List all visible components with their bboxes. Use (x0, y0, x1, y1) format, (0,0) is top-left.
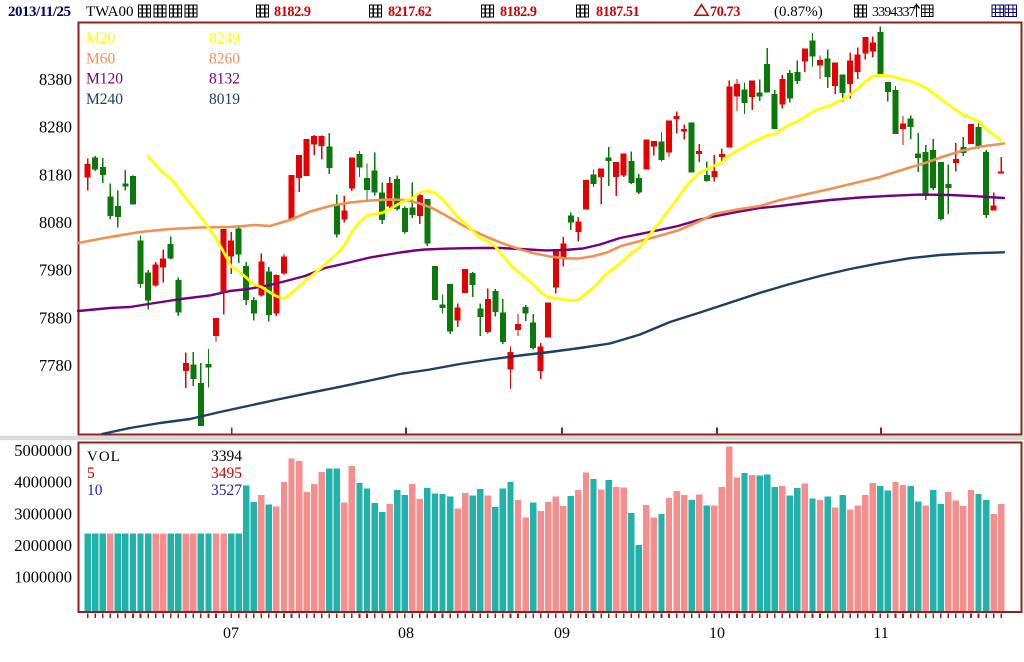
svg-text:70.73: 70.73 (710, 4, 740, 20)
svg-text:VOL: VOL (87, 449, 121, 465)
svg-text:8187.51: 8187.51 (596, 4, 640, 20)
svg-text:3495: 3495 (211, 465, 242, 482)
svg-text:5000000: 5000000 (14, 441, 72, 460)
svg-text:3527: 3527 (211, 482, 242, 499)
svg-text:8217.62: 8217.62 (388, 4, 432, 20)
svg-text:7880: 7880 (39, 308, 72, 327)
svg-text:7780: 7780 (39, 356, 72, 375)
svg-text:(0.87%): (0.87%) (774, 4, 823, 20)
svg-text:5: 5 (87, 465, 95, 482)
svg-text:07: 07 (223, 625, 239, 642)
svg-text:8260: 8260 (209, 50, 240, 67)
svg-text:8019: 8019 (209, 91, 240, 108)
svg-text:08: 08 (398, 625, 414, 642)
svg-text:10: 10 (87, 482, 103, 499)
svg-text:M240: M240 (86, 91, 123, 108)
svg-text:3394337: 3394337 (872, 5, 916, 20)
svg-text:8182.9: 8182.9 (274, 4, 311, 20)
svg-text:2000000: 2000000 (14, 536, 72, 555)
svg-text:TWA00: TWA00 (86, 4, 134, 20)
svg-text:8080: 8080 (39, 213, 72, 232)
svg-text:4000000: 4000000 (14, 473, 72, 492)
svg-text:10: 10 (709, 625, 725, 642)
svg-text:09: 09 (554, 625, 570, 642)
svg-text:11: 11 (873, 625, 888, 642)
svg-text:M60: M60 (86, 50, 116, 67)
svg-text:3394: 3394 (211, 448, 242, 465)
svg-text:7980: 7980 (39, 261, 72, 280)
svg-text:M120: M120 (86, 71, 123, 88)
svg-text:M20: M20 (86, 30, 116, 47)
svg-text:8182.9: 8182.9 (500, 4, 537, 20)
svg-text:8180: 8180 (39, 165, 72, 184)
svg-text:8249: 8249 (209, 30, 240, 47)
svg-text:3000000: 3000000 (14, 504, 72, 523)
svg-text:2013/11/25: 2013/11/25 (8, 4, 71, 20)
svg-text:8280: 8280 (39, 118, 72, 137)
svg-text:8380: 8380 (39, 70, 72, 89)
svg-text:8132: 8132 (209, 71, 240, 88)
svg-text:1000000: 1000000 (14, 568, 72, 587)
